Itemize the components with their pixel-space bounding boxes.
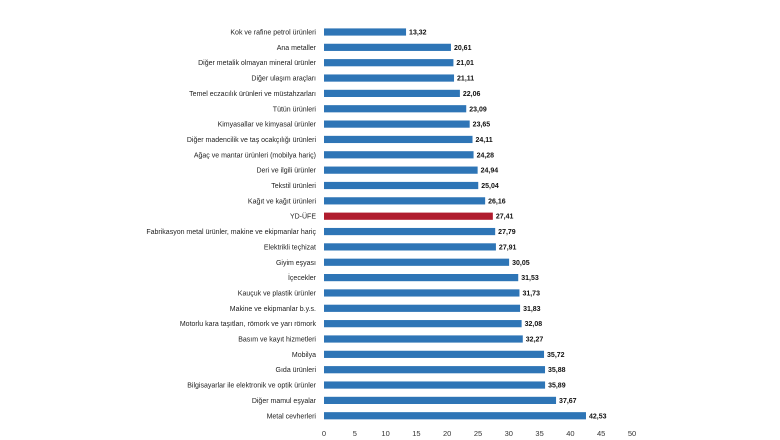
value-label: 23,09 [469,106,487,113]
bar [324,366,546,374]
category-label: Ana metaller [277,45,317,52]
bar [324,243,496,251]
category-label: Fabrikasyon metal ürünler, makine ve eki… [146,229,316,236]
x-tick-label: 40 [566,429,574,438]
value-label: 32,08 [525,321,543,328]
value-label: 30,05 [512,260,530,267]
bar [324,274,519,282]
bar [324,28,407,36]
bar [324,304,521,312]
category-label: Giyim eşyası [276,260,316,267]
category-label: Kauçuk ve plastik ürünler [238,290,317,297]
x-tick-label: 25 [474,429,482,438]
value-label: 31,83 [523,306,541,313]
bar [324,59,454,67]
value-label: 21,11 [457,76,474,83]
value-label: 35,72 [547,352,565,359]
category-label: Gıda ürünleri [276,367,317,374]
category-label: Tütün ürünleri [273,106,317,113]
category-label: Diğer mamul eşyalar [252,398,317,405]
category-label: Diğer metalik olmayan mineral ürünler [198,60,317,67]
bar [324,135,473,144]
bar [324,74,455,82]
bar-highlight [324,212,493,220]
value-label: 31,53 [521,275,539,282]
bar [324,412,586,420]
bar [324,120,470,128]
value-label: 23,65 [473,122,491,129]
value-label: 21,01 [456,60,474,67]
value-label: 35,88 [548,367,566,374]
value-label: 32,27 [526,337,544,344]
category-label: Kağıt ve kağıt ürünleri [248,198,317,205]
x-tick-label: 15 [412,429,420,438]
x-tick-label: 45 [597,429,605,438]
category-label: Basım ve kayıt hizmetleri [238,337,316,344]
value-label: 31,73 [522,290,540,297]
value-label: 26,16 [488,198,506,205]
category-label: Metal cevherleri [267,413,317,420]
value-label: 37,67 [559,398,577,405]
value-label: 24,94 [481,168,499,175]
category-label: Motorlu kara taşıtları, römork ve yarı r… [180,321,317,328]
value-label: 24,28 [477,152,495,159]
bar [324,227,496,236]
value-label: 13,32 [409,30,427,37]
value-label: 27,91 [499,244,517,251]
bar [324,43,451,51]
x-tick-label: 35 [535,429,543,438]
value-label: 20,61 [454,45,472,52]
value-label: 24,11 [476,137,493,144]
category-label: İçecekler [288,273,317,282]
category-label: Kok ve rafine petrol ürünleri [230,30,316,37]
x-tick-label: 5 [353,429,357,438]
category-label: Bilgisayarlar ile elektronik ve optik ür… [187,383,316,390]
bar [324,166,478,174]
bar [324,320,522,328]
x-axis-ticks: 0 5 10 15 20 25 30 35 40 45 50 [322,429,636,438]
x-tick-label: 30 [505,429,513,438]
value-label: 42,53 [589,413,607,420]
category-label: Kimyasallar ve kimyasal ürünler [218,122,317,129]
category-labels: Kok ve rafine petrol ürünleri Ana metalle… [146,30,316,421]
category-label: Diğer ulaşım araçları [251,76,316,83]
category-label: Elektrikli teçhizat [264,244,316,251]
x-tick-label: 0 [322,429,326,438]
value-label: 27,79 [498,229,516,236]
category-label: Tekstil ürünleri [271,183,316,190]
bar [324,197,486,205]
bar [324,289,520,297]
x-tick-label: 50 [628,429,636,438]
bar [324,396,557,404]
category-label: YD-ÜFE [290,213,316,221]
category-label: Deri ve ilgili ürünler [256,168,316,175]
bar [324,350,545,358]
x-tick-label: 10 [381,429,389,438]
bar [324,151,474,159]
bar [324,181,479,190]
x-tick-label: 20 [443,429,451,438]
bar [324,89,460,97]
bar [324,258,510,266]
value-label: 25,04 [481,183,499,190]
category-label: Diğer madencilik ve taş ocakçılığı ürünl… [187,137,317,144]
bar [324,381,546,389]
bar [324,105,467,113]
value-label: 27,41 [496,214,514,221]
value-label: 22,06 [463,91,481,98]
category-label: Temel eczacılık ürünleri ve müstahzarlar… [189,91,316,98]
category-label: Ağaç ve mantar ürünleri (mobilya hariç) [194,152,316,159]
category-label: Makine ve ekipmanlar b.y.s. [230,306,316,313]
category-label: Mobilya [292,352,316,359]
value-label: 35,89 [548,383,566,390]
bars-layer [324,28,586,420]
value-labels: 13,32 20,61 21,01 21,11 22,06 23,09 23,65 24,11… [409,30,607,421]
bar [324,335,523,343]
